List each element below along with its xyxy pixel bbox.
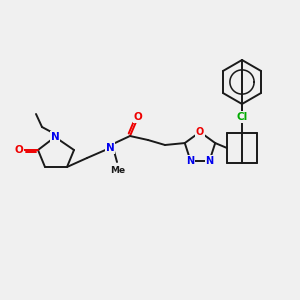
Text: N: N <box>51 132 59 142</box>
Text: N: N <box>187 156 195 166</box>
Text: O: O <box>15 145 23 155</box>
Text: Cl: Cl <box>236 112 247 122</box>
Text: N: N <box>205 156 214 166</box>
Text: O: O <box>196 127 204 137</box>
Text: N: N <box>106 143 114 153</box>
Text: O: O <box>134 112 142 122</box>
Text: Me: Me <box>110 166 126 175</box>
